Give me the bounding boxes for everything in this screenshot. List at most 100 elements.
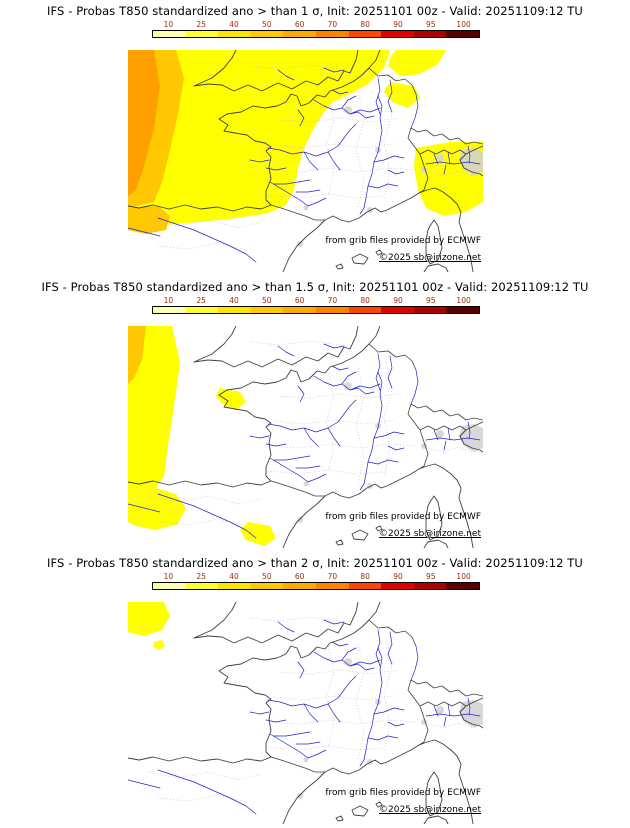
probability-area [128, 602, 170, 636]
colorbar-tick: 70 [327, 572, 338, 581]
colorbar-tick: 80 [360, 20, 370, 29]
colorbar-tick: 90 [393, 572, 403, 581]
panel-sigma-2: IFS - Probas T850 standardized ano > tha… [0, 552, 630, 828]
colorbar-tick: 80 [360, 572, 370, 581]
probability-area [128, 326, 146, 384]
map-canvas [127, 325, 484, 549]
rivers-layer [127, 343, 481, 539]
colorbar-segment [413, 307, 447, 313]
colorbar-segment [185, 583, 219, 589]
colorbar-segment [153, 31, 186, 37]
probability-overlay-layer [128, 602, 170, 650]
colorbar-segment [381, 307, 414, 313]
map-svg [127, 49, 484, 273]
colorbar-tick: 50 [262, 20, 272, 29]
colorbar-tick: 10 [163, 296, 174, 305]
colorbar-segment [348, 583, 382, 589]
colorbar-tick: 60 [294, 20, 305, 29]
colorbar-tick: 60 [294, 572, 305, 581]
map-sigma-1-5: from grib files provided by ECMWF ©2025 … [127, 325, 484, 549]
colorbar-tick: 95 [426, 296, 436, 305]
coastline-layer [127, 49, 484, 273]
probability-area [153, 640, 165, 650]
ecmwf-credit: from grib files provided by ECMWF [325, 788, 481, 798]
colorbar-tick: 70 [327, 296, 338, 305]
colorbar-bar [152, 30, 480, 38]
colorbar-tick: 25 [196, 572, 206, 581]
colorbar-tick: 95 [426, 20, 436, 29]
colorbar-segment [185, 31, 219, 37]
copyright-link[interactable]: ©2025 sb@irizone.net [379, 253, 481, 263]
colorbar-tick: 10 [163, 20, 174, 29]
probability-area [128, 326, 180, 492]
colorbar-tick: 100 [456, 20, 471, 29]
colorbar-tick: 25 [196, 296, 206, 305]
colorbar-segment [348, 31, 382, 37]
probability-area [388, 50, 446, 76]
colorbar-segment [153, 307, 186, 313]
colorbar-segment [348, 307, 382, 313]
colorbar-segment [218, 583, 251, 589]
map-canvas [127, 601, 484, 825]
probability-overlay-layer [128, 50, 483, 234]
colorbar-tick-row: 10 25 40 50 60 70 80 90 95 100 [152, 20, 480, 30]
borders-layer [270, 619, 484, 773]
colorbar-bar [152, 582, 480, 590]
colorbar-tick: 50 [262, 572, 272, 581]
map-background [128, 326, 483, 548]
colorbar-tick: 50 [262, 296, 272, 305]
colorbar-segment [446, 307, 479, 313]
colorbar-segment [283, 583, 316, 589]
colorbar-tick: 25 [196, 20, 206, 29]
colorbar-segment [413, 31, 447, 37]
colorbar-tick: 40 [229, 20, 239, 29]
probability-area [128, 50, 160, 196]
colorbar-segment [250, 307, 284, 313]
probability-area [216, 388, 246, 410]
ecmwf-credit: from grib files provided by ECMWF [325, 512, 481, 522]
map-svg [127, 325, 484, 549]
rivers-layer [127, 67, 481, 263]
probability-colorbar: 10 25 40 50 60 70 80 90 95 100 [152, 20, 480, 38]
colorbar-segment [283, 31, 316, 37]
borders-layer [270, 67, 484, 221]
panel-sigma-1-5: IFS - Probas T850 standardized ano > tha… [0, 276, 630, 552]
admin-boundaries-layer [147, 340, 474, 527]
colorbar-tick: 40 [229, 572, 239, 581]
panel-sigma-1: IFS - Probas T850 standardized ano > tha… [0, 0, 630, 276]
colorbar-bar [152, 306, 480, 314]
colorbar-tick: 90 [393, 20, 403, 29]
admin-boundaries-layer [147, 616, 474, 803]
colorbar-segment [218, 307, 251, 313]
admin-boundaries-layer [147, 64, 474, 251]
panel-title: IFS - Probas T850 standardized ano > tha… [47, 4, 583, 18]
colorbar-segment [250, 583, 284, 589]
ecmwf-credit: from grib files provided by ECMWF [325, 236, 481, 246]
colorbar-tick: 80 [360, 296, 370, 305]
colorbar-segment [315, 307, 349, 313]
colorbar-tick: 70 [327, 20, 338, 29]
map-sigma-1: from grib files provided by ECMWF ©2025 … [127, 49, 484, 273]
colorbar-tick: 10 [163, 572, 174, 581]
colorbar-tick: 100 [456, 572, 471, 581]
colorbar-segment [446, 583, 479, 589]
colorbar-segment [446, 31, 479, 37]
colorbar-segment [250, 31, 284, 37]
colorbar-segment [413, 583, 447, 589]
colorbar-tick: 40 [229, 296, 239, 305]
copyright-link[interactable]: ©2025 sb@irizone.net [379, 529, 481, 539]
probability-area [128, 50, 390, 227]
map-background [128, 602, 483, 824]
probability-area [240, 522, 276, 546]
copyright-link[interactable]: ©2025 sb@irizone.net [379, 805, 481, 815]
colorbar-segment [381, 583, 414, 589]
colorbar-tick-row: 10 25 40 50 60 70 80 90 95 100 [152, 296, 480, 306]
probability-area [384, 82, 420, 108]
colorbar-tick: 90 [393, 296, 403, 305]
panel-title: IFS - Probas T850 standardized ano > tha… [47, 556, 583, 570]
probability-colorbar: 10 25 40 50 60 70 80 90 95 100 [152, 572, 480, 590]
colorbar-segment [315, 31, 349, 37]
colorbar-tick: 100 [456, 296, 471, 305]
colorbar-tick: 95 [426, 572, 436, 581]
map-svg [127, 601, 484, 825]
